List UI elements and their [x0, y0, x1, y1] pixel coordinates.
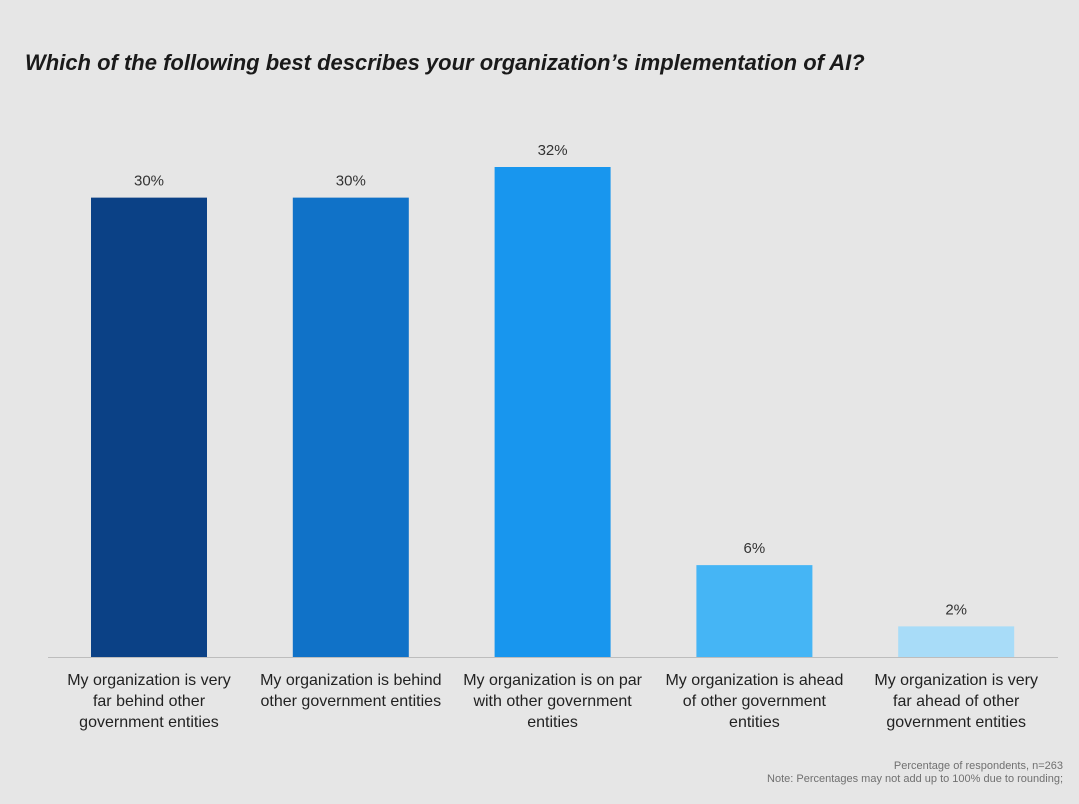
- category-label-5-line-1: My organization is very: [874, 672, 1038, 689]
- category-label-5-line-2: far ahead of other: [893, 693, 1020, 710]
- bar-3: [494, 167, 611, 657]
- category-label-4-line-2: of other government: [683, 693, 827, 710]
- category-label-3: My organization is on par with other gove…: [463, 672, 642, 731]
- data-label-1: 30%: [134, 173, 164, 190]
- category-label-5-line-3: government entities: [886, 714, 1026, 731]
- category-label-1-line-1: My organization is very: [67, 672, 231, 689]
- data-label-3: 32%: [538, 142, 568, 159]
- category-label-2-line-2: other government entities: [261, 693, 442, 710]
- data-label-4: 6%: [744, 540, 766, 557]
- chart-title: Which of the following best describes yo…: [25, 50, 865, 75]
- category-label-1-line-3: government entities: [79, 714, 219, 731]
- footnote-rounding-note: Note: Percentages may not add up to 100%…: [767, 773, 1063, 785]
- bar-2: [292, 197, 409, 657]
- category-label-3-line-2: with other government: [472, 693, 632, 710]
- category-label-1-line-2: far behind other: [93, 693, 206, 710]
- category-label-2: My organization is behind other governmen…: [260, 672, 441, 710]
- category-label-5: My organization is very far ahead of othe…: [874, 672, 1038, 731]
- bar-1: [91, 197, 207, 657]
- category-label-4-line-3: entities: [729, 714, 780, 731]
- category-label-4: My organization is ahead of other governm…: [665, 672, 843, 731]
- category-label-3-line-1: My organization is on par: [463, 672, 642, 689]
- data-label-5: 2%: [945, 601, 967, 618]
- category-label-3-line-3: entities: [527, 714, 578, 731]
- category-label-4-line-1: My organization is ahead: [665, 672, 843, 689]
- category-label-1: My organization is very far behind other g…: [67, 672, 231, 731]
- footnote-sample-size: Percentage of respondents, n=263: [893, 760, 1063, 772]
- category-label-2-line-1: My organization is behind: [260, 672, 441, 689]
- bar-4: [696, 565, 813, 657]
- bar-5: [898, 626, 1015, 657]
- data-label-2: 30%: [336, 173, 366, 190]
